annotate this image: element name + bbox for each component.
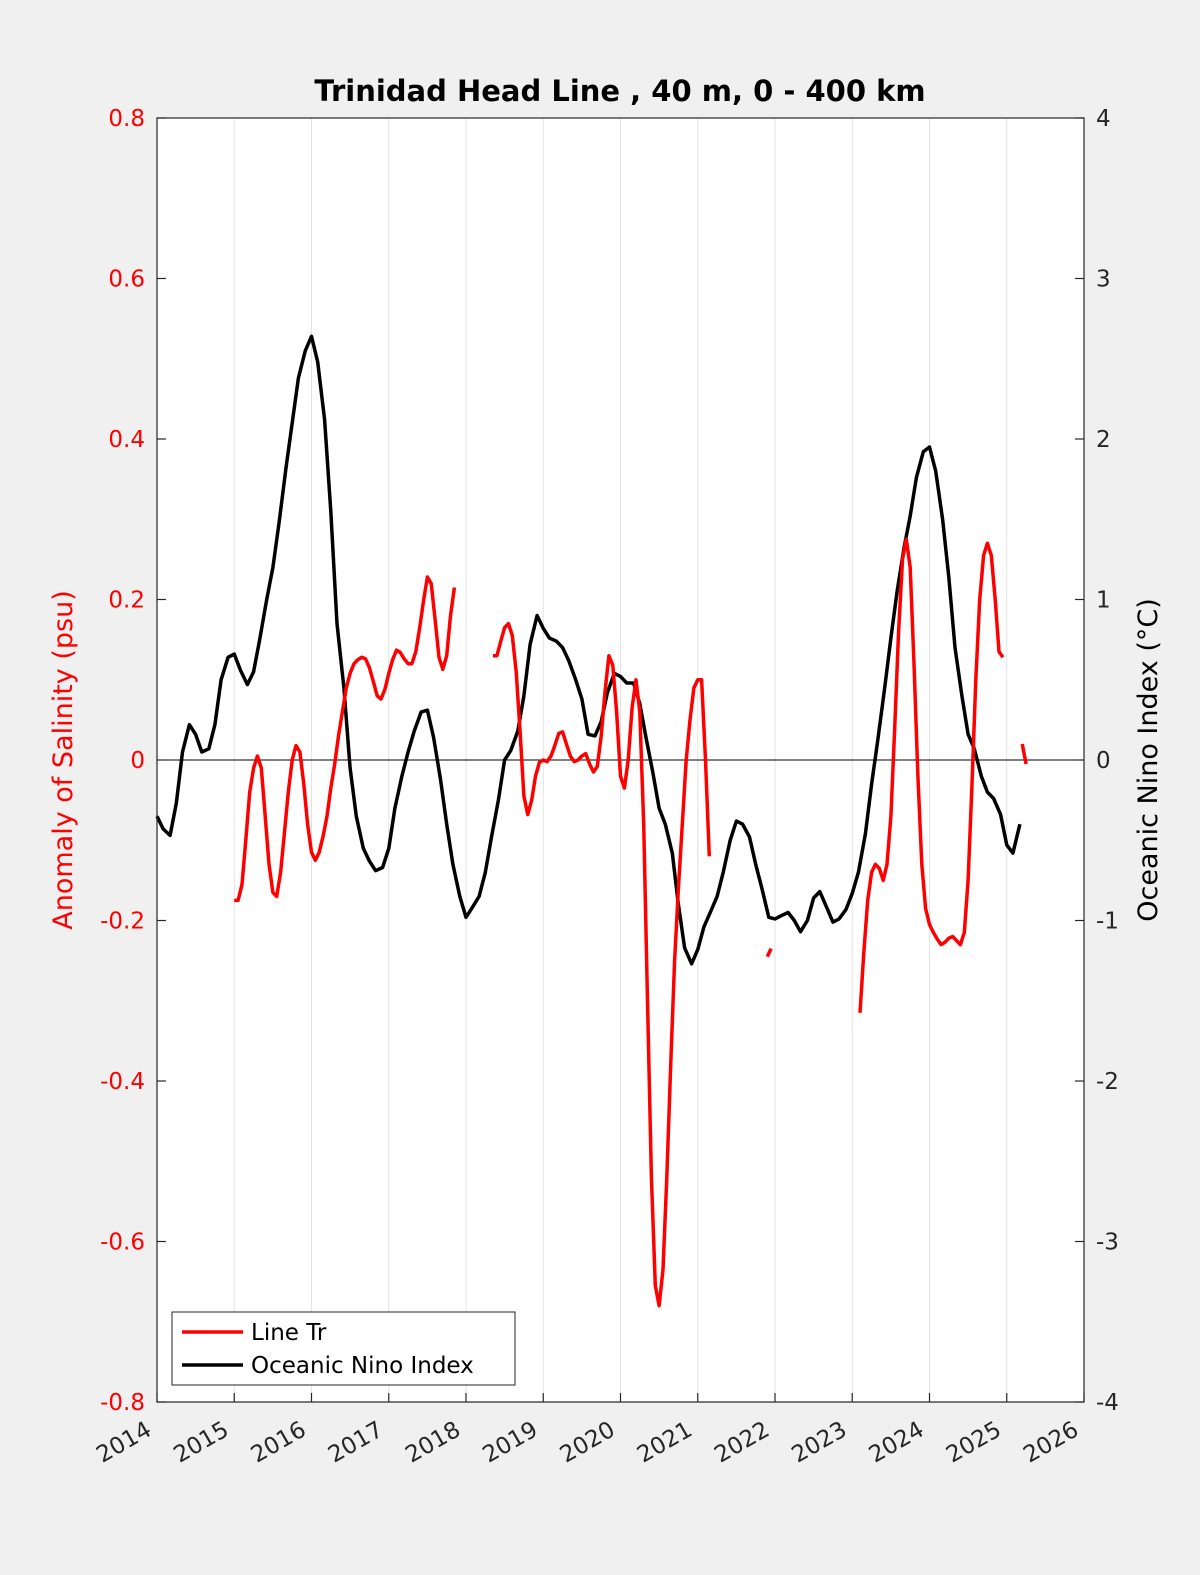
y-left-tick-label: 0 [130, 748, 145, 774]
legend-box [171, 1311, 516, 1386]
y-left-tick-label: 0.4 [108, 427, 145, 453]
y-right-tick-label: 2 [1096, 427, 1111, 453]
y-axis-label-right: Oceanic Nino Index (°C) [1133, 598, 1164, 922]
y-left-tick-label: 0.8 [108, 106, 145, 132]
y-right-tick-label: 0 [1096, 748, 1111, 774]
chart-title: Trinidad Head Line , 40 m, 0 - 400 km [314, 74, 925, 108]
legend-label-line-tr: Line Tr [251, 1320, 327, 1346]
series-line-tr-segment-4 [858, 537, 1005, 1013]
series-line-tr-segment-3 [765, 947, 773, 958]
y-right-tick-label: 3 [1096, 267, 1111, 293]
series-line-tr-segment-2 [493, 621, 712, 1308]
series-layer [155, 334, 1028, 1308]
y-left-tick-label: -0.6 [100, 1230, 145, 1256]
y-left-tick-label: 0.2 [108, 588, 145, 614]
y-right-tick-label: 4 [1096, 106, 1111, 132]
y-axis-label-left: Anomaly of Salinity (psu) [48, 590, 79, 929]
y-right-tick-label: -2 [1096, 1069, 1119, 1095]
y-right-tick-label: -4 [1096, 1390, 1119, 1416]
y-left-tick-label: 0.6 [108, 267, 145, 293]
y-right-tick-label: 1 [1096, 588, 1111, 614]
y-left-tick-label: -0.2 [100, 909, 145, 935]
y-left-tick-label: -0.4 [100, 1069, 145, 1095]
series-line-tr-segment-5 [1020, 743, 1028, 765]
legend-label-oni: Oceanic Nino Index [251, 1353, 474, 1379]
y-right-tick-label: -3 [1096, 1230, 1119, 1256]
y-left-tick-label: -0.8 [100, 1390, 145, 1416]
y-right-tick-label: -1 [1096, 909, 1119, 935]
series-oceanic-nino-index-segment-1 [155, 334, 1022, 966]
legend: Line Tr Oceanic Nino Index [171, 1311, 516, 1386]
series-line-tr-segment-1 [234, 575, 457, 903]
